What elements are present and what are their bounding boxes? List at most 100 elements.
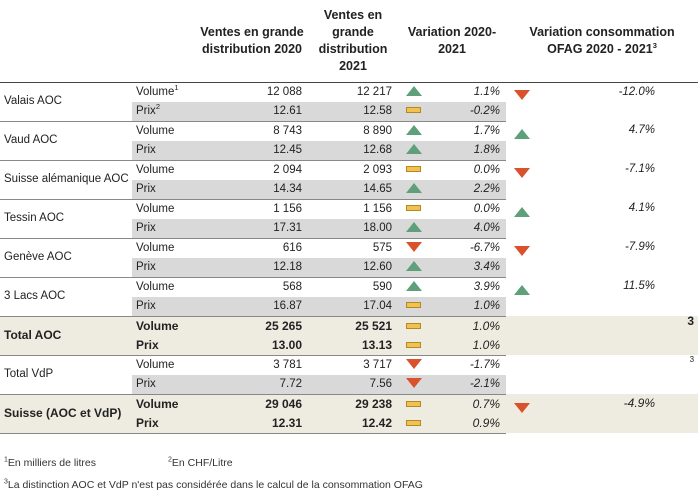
prix-2021: 12.68 xyxy=(308,140,398,161)
volume-variation-indicator xyxy=(398,316,428,336)
prix-2021: 12.58 xyxy=(308,101,398,122)
volume-2021: 3 717 xyxy=(363,358,392,371)
prix-variation-indicator xyxy=(398,179,428,200)
volume-label: Volume xyxy=(136,124,175,137)
flat-bar-icon xyxy=(406,420,421,427)
ofag-note: 3 xyxy=(689,355,695,364)
header-empty-2 xyxy=(132,0,196,83)
prix-variation: 1.0% xyxy=(428,335,507,356)
volume-label: Volume xyxy=(136,202,175,215)
footnote-1-mark: 1 xyxy=(4,456,8,464)
region-name: Total AOC xyxy=(0,316,132,356)
flat-bar-icon xyxy=(406,166,421,173)
table-row: 3 Lacs AOC Volume 568 590 3.9% 11.5% xyxy=(0,277,698,317)
ofag-value: 4.7% xyxy=(628,124,656,136)
triangle-up-icon xyxy=(406,144,422,155)
volume-2021: 8 890 xyxy=(363,124,392,137)
ofag-note: 3 xyxy=(661,316,698,355)
volume-variation: 1.1% xyxy=(473,85,501,98)
ofag-value: 11.5% xyxy=(623,280,656,292)
prix-variation: 1.0% xyxy=(428,296,507,317)
table-row: Prix 13.00 13.13 1.0% xyxy=(0,335,698,356)
ofag-empty xyxy=(506,355,536,394)
prix-2021: 12.60 xyxy=(308,257,398,278)
prix-label: Prix xyxy=(132,374,196,395)
triangle-up-icon xyxy=(406,222,422,233)
table-row: Prix 16.87 17.04 1.0% xyxy=(0,296,698,317)
ofag-value: -4.9% xyxy=(536,394,662,433)
table-row: Prix 7.72 7.56 -2.1% xyxy=(0,374,698,395)
region-name: Genève AOC xyxy=(0,238,132,278)
volume-2021: 1 156 xyxy=(363,202,392,215)
region-name: 3 Lacs AOC xyxy=(0,277,132,317)
prix-2021: 14.65 xyxy=(308,179,398,200)
volume-variation: 3.9% xyxy=(473,280,501,293)
ofag-empty xyxy=(506,316,537,355)
triangle-down-icon xyxy=(406,242,422,253)
volume-variation-indicator xyxy=(398,238,428,258)
table-row: Prix 12.31 12.42 0.9% xyxy=(0,413,698,434)
volume-variation-indicator xyxy=(398,394,428,414)
region-name: Suisse alémanique AOC xyxy=(0,160,132,200)
triangle-down-icon xyxy=(514,167,531,178)
footnote-row-2: 3La distinction AOC et VdP n'est pas con… xyxy=(4,474,423,496)
triangle-up-icon xyxy=(406,125,422,136)
ofag-value: -12.0% xyxy=(618,85,656,98)
table-row: Prix 12.18 12.60 3.4% xyxy=(0,257,698,278)
footnote-2: En CHF/Litre xyxy=(171,457,233,469)
prix-variation: 1.8% xyxy=(428,140,507,161)
footnote-2-mark: 2 xyxy=(168,456,172,464)
header-variation: Variation 2020-2021 xyxy=(398,0,507,83)
footnote-3: La distinction AOC et VdP n'est pas cons… xyxy=(7,479,423,491)
ofag-indicator xyxy=(506,82,536,121)
volume-2020: 2 094 xyxy=(273,163,302,176)
volume-variation-indicator xyxy=(398,199,428,219)
prix-2021: 12.42 xyxy=(308,413,398,434)
volume-variation: -1.7% xyxy=(469,358,501,371)
prix-variation: 3.4% xyxy=(428,257,507,278)
ofag-empty xyxy=(536,355,661,394)
volume-2020: 8 743 xyxy=(273,124,302,137)
prix-label: Prix xyxy=(132,140,196,161)
prix-variation-indicator xyxy=(398,101,428,122)
volume-2021: 575 xyxy=(372,241,392,254)
ofag-indicator xyxy=(506,160,536,199)
volume-2021: 590 xyxy=(372,280,392,293)
region-name: Valais AOC xyxy=(0,82,132,122)
header-ofag-sup: 3 xyxy=(652,40,657,50)
prix-variation: 0.9% xyxy=(428,413,507,434)
prix-label: Prix xyxy=(132,335,196,356)
ofag-indicator xyxy=(506,238,536,277)
volume-2020: 29 046 xyxy=(196,394,308,414)
volume-variation-indicator xyxy=(398,277,428,297)
triangle-down-icon xyxy=(514,90,531,101)
footnote-3-mark: 3 xyxy=(4,478,8,486)
prix-variation-indicator xyxy=(398,296,428,317)
flat-bar-icon xyxy=(406,302,421,309)
header-ventes-2020: Ventes en grande distribution 2020 xyxy=(196,0,308,83)
ofag-empty xyxy=(661,394,698,433)
triangle-up-icon xyxy=(514,206,531,217)
prix-2020: 17.31 xyxy=(196,218,308,239)
prix-label: Prix xyxy=(132,218,196,239)
header-ofag-text: Variation consommation OFAG 2020 - 2021 xyxy=(529,24,675,56)
volume-2021: 12 217 xyxy=(356,85,392,98)
ofag-empty xyxy=(536,316,662,355)
sales-table-container: Ventes en grande distribution 2020 Vente… xyxy=(0,0,698,434)
volume-variation: 0.0% xyxy=(473,163,501,176)
table-row: Prix 14.34 14.65 2.2% xyxy=(0,179,698,200)
header-ofag: Variation consommation OFAG 2020 - 20213 xyxy=(506,0,698,83)
triangle-up-icon xyxy=(514,284,531,295)
prix-2020: 16.87 xyxy=(196,296,308,317)
ofag-empty xyxy=(661,277,698,316)
triangle-up-icon xyxy=(406,281,422,292)
volume-2020: 12 088 xyxy=(266,85,302,98)
volume-2020: 25 265 xyxy=(196,316,308,336)
volume-sup: 1 xyxy=(174,82,179,92)
volume-variation: 1.7% xyxy=(473,124,501,137)
ofag-indicator xyxy=(506,199,536,238)
region-name: Total VdP xyxy=(0,355,132,395)
volume-label: Volume xyxy=(136,358,175,371)
ofag-value: 4.1% xyxy=(628,202,656,214)
prix-2020: 12.45 xyxy=(196,140,308,161)
